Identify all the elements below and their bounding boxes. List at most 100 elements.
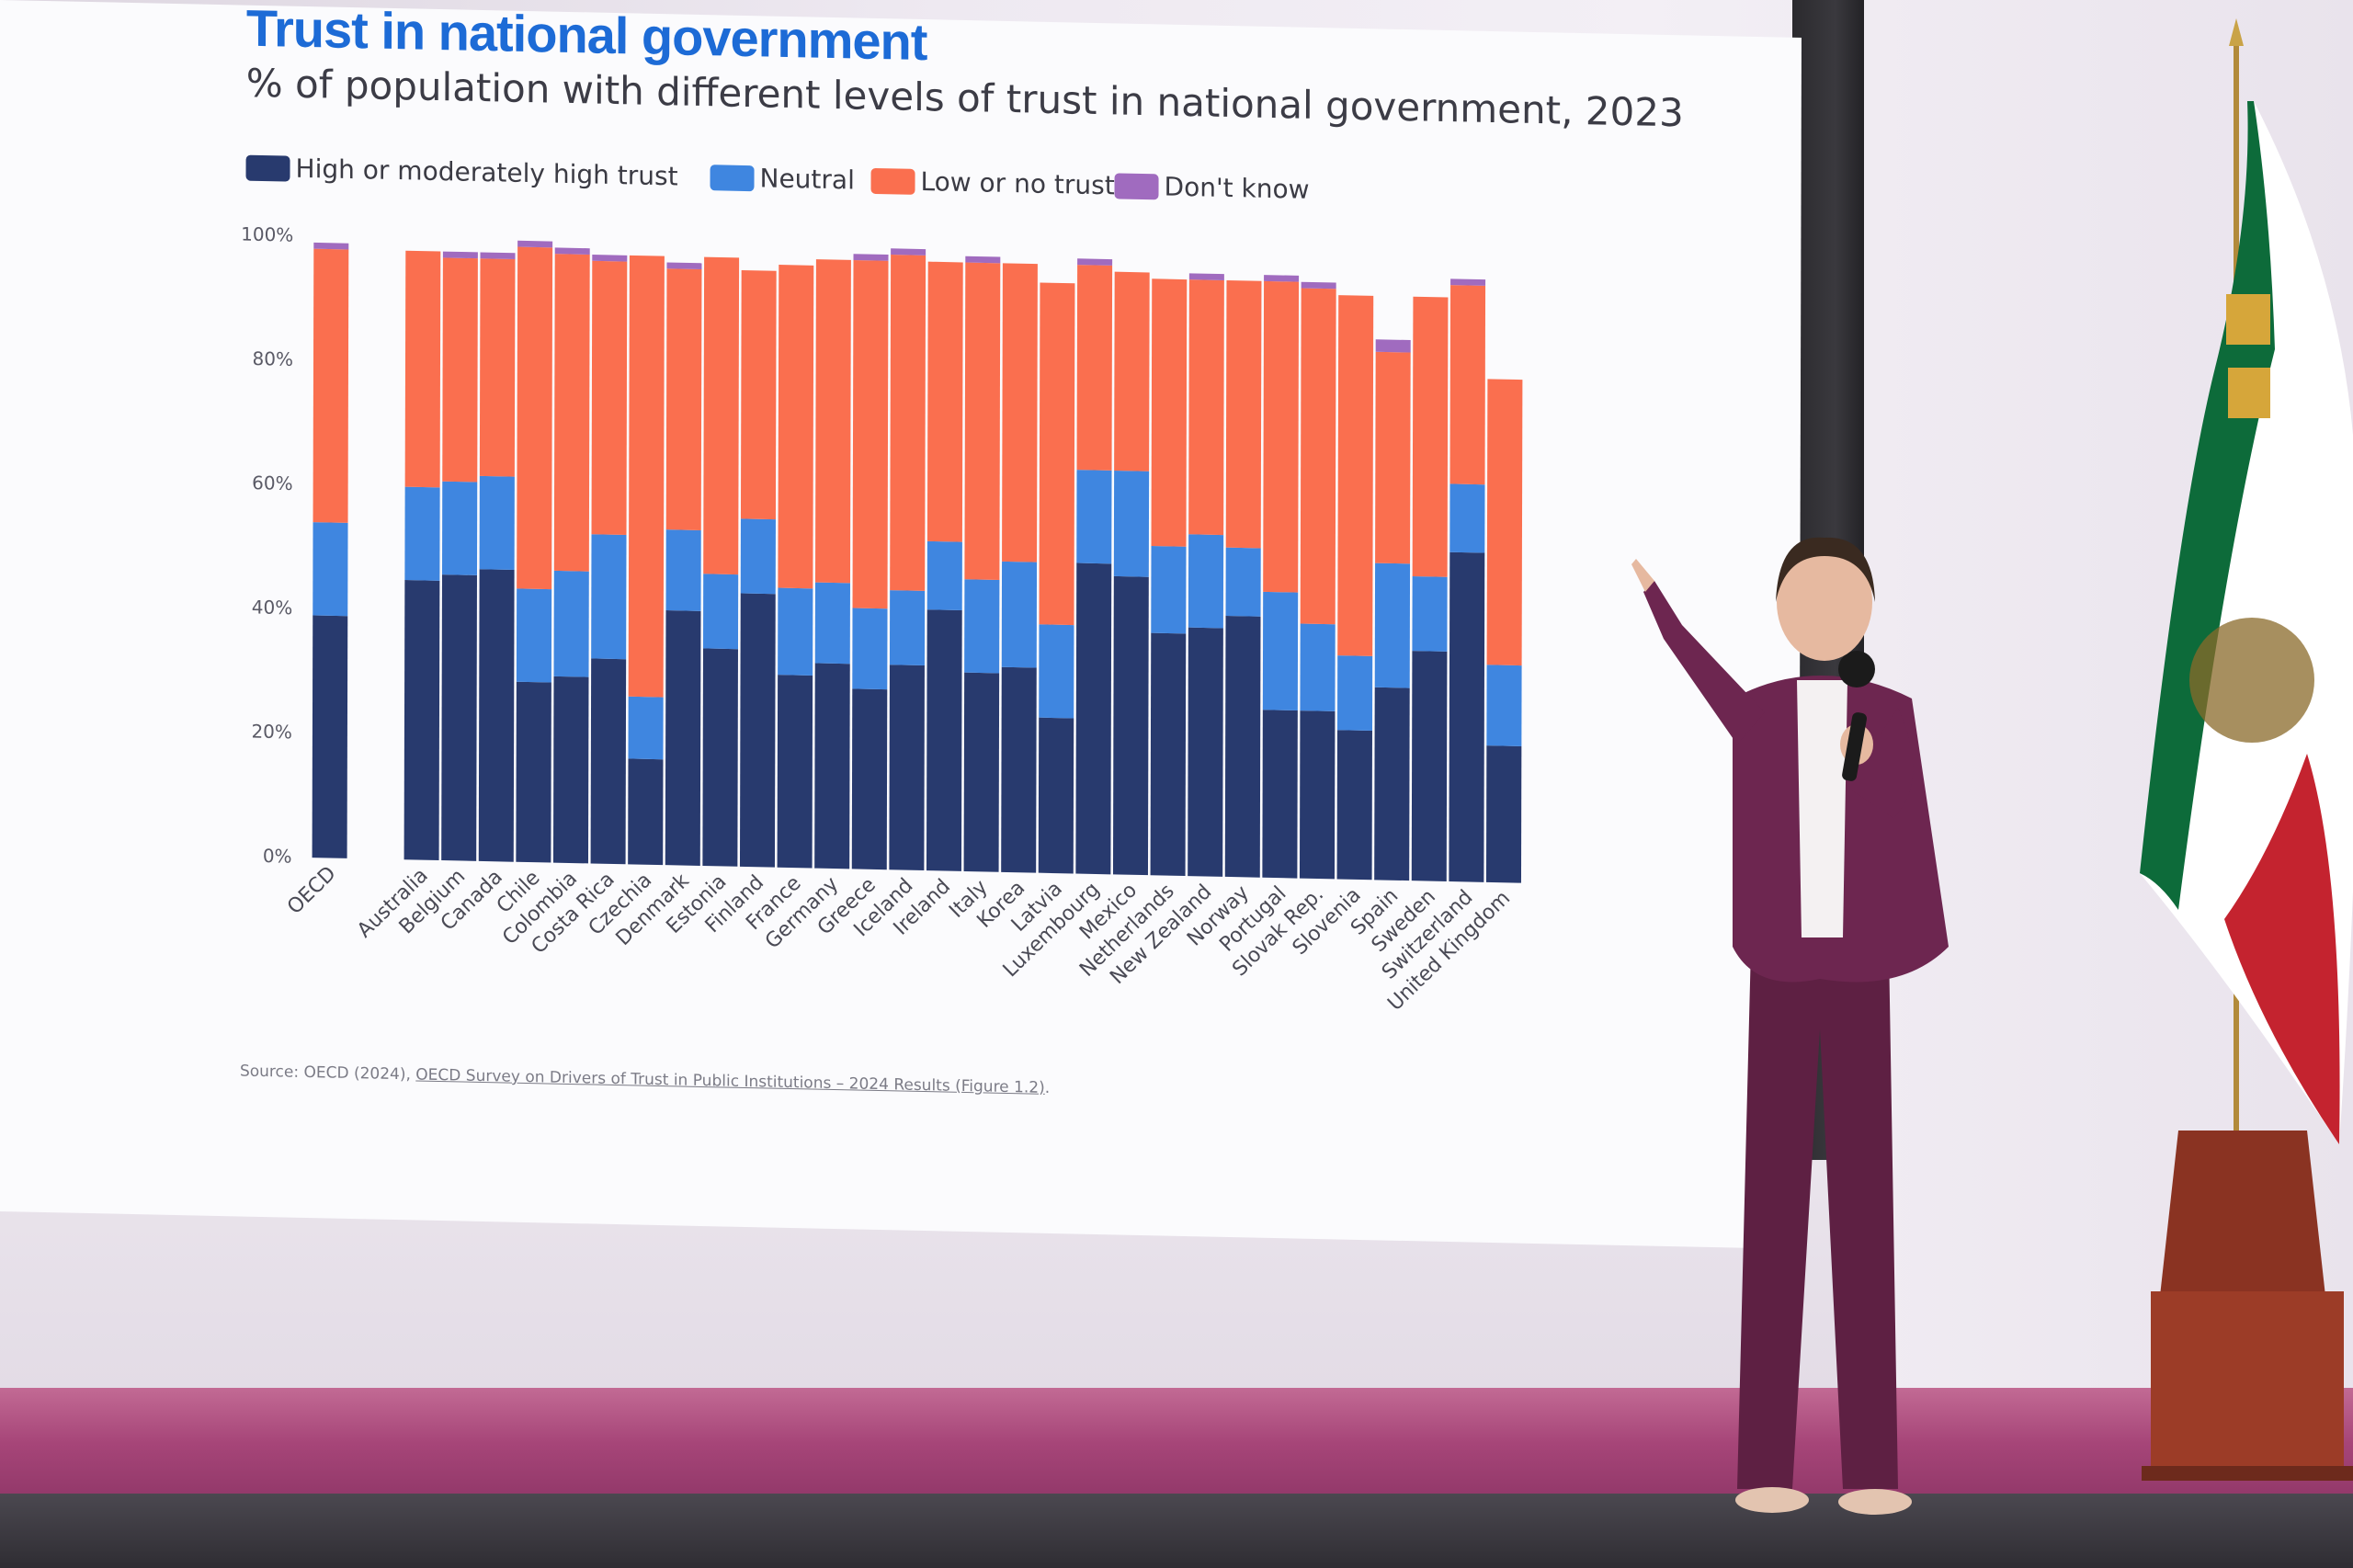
flag-tassel [2226, 294, 2270, 345]
legend-label-neutral: Neutral [759, 163, 855, 196]
legend-label-high-trust: High or moderately high trust [295, 153, 678, 192]
flag-pedestal-foot [2142, 1466, 2353, 1481]
projection-screen: Trust in national government % of popula… [0, 0, 1802, 1249]
slide-subtitle: % of population with different levels of… [245, 60, 1684, 136]
bar-segment-czechia-1 [628, 696, 664, 760]
bar-segment-france-0 [777, 675, 813, 869]
bar-segment-canada-0 [478, 569, 515, 862]
bar-segment-luxembourg-3 [1077, 258, 1113, 266]
bar-segment-sweden-1 [1412, 575, 1448, 652]
bar-segment-czechia-2 [628, 255, 665, 698]
presenter-shoe-left [1735, 1487, 1809, 1513]
bar-segment-australia-1 [404, 486, 440, 581]
bar-segment-greece-1 [852, 608, 888, 690]
bar-segment-slovenia-0 [1336, 730, 1372, 881]
legend-item-neutral: Neutral [710, 162, 855, 196]
bar-segment-spain-1 [1374, 562, 1411, 688]
bar-segment-sweden-0 [1411, 651, 1448, 881]
bar-segment-mexico-2 [1114, 271, 1150, 472]
bar-segment-australia-2 [404, 250, 441, 488]
bar-segment-australia-0 [404, 580, 440, 861]
bar-segment-italy-0 [963, 672, 1000, 872]
bar-segment-colombia-3 [554, 247, 590, 255]
bar-segment-colombia-1 [553, 570, 589, 677]
y-tick-label: 20% [251, 721, 292, 744]
bar-segment-portugal-1 [1262, 591, 1299, 711]
bar-segment-denmark-2 [665, 268, 702, 530]
legend-item-high-trust: High or moderately high trust [245, 153, 678, 192]
source-link[interactable]: OECD Survey on Drivers of Trust in Publi… [415, 1065, 1045, 1097]
bar-segment-switzerland-0 [1449, 551, 1485, 882]
bar-segment-chile-3 [517, 240, 553, 248]
y-tick-label: 0% [263, 845, 292, 868]
bar-segment-iceland-2 [890, 255, 926, 591]
bar-segment-luxembourg-0 [1075, 562, 1112, 875]
stage-band [0, 1388, 2353, 1512]
slide-title: Trust in national government [245, 0, 927, 72]
bar-segment-mexico-0 [1112, 575, 1149, 876]
bar-segment-norway-0 [1224, 616, 1261, 878]
bar-segment-costa-rica-0 [590, 658, 627, 865]
source-suffix: . [1044, 1078, 1051, 1097]
bar-segment-italy-2 [964, 262, 1001, 581]
bar-segment-france-1 [778, 587, 813, 676]
bar-segment-norway-2 [1225, 279, 1262, 549]
bar-segment-belgium-3 [442, 251, 478, 259]
presenter-trousers [1737, 947, 1898, 1489]
bar-segment-latvia-0 [1038, 717, 1074, 874]
bar-segment-slovak-rep--0 [1299, 710, 1336, 880]
legend-swatch-dont-know [1114, 173, 1159, 200]
bar-segment-luxembourg-1 [1076, 470, 1112, 564]
presenter-raised-arm [1643, 581, 1765, 744]
bar-segment-costa-rica-3 [592, 255, 628, 262]
bar-segment-norway-1 [1225, 547, 1261, 617]
bar-segment-united-kingdom-1 [1486, 665, 1522, 746]
chart-source-note: Source: OECD (2024), OECD Survey on Driv… [240, 1062, 1050, 1096]
flag-tassel-lower [2228, 368, 2270, 418]
bar-segment-estonia-0 [702, 648, 738, 867]
bar-segment-costa-rica-2 [591, 260, 628, 535]
bar-segment-italy-3 [965, 256, 1001, 264]
y-tick-label: 80% [253, 347, 294, 370]
bar-segment-denmark-3 [666, 262, 702, 270]
bar-segment-iceland-0 [889, 665, 925, 871]
flag-red-stripe [2224, 754, 2340, 1144]
microphone-head [1838, 651, 1875, 687]
bar-segment-colombia-0 [552, 676, 589, 864]
bar-segment-korea-0 [1001, 666, 1037, 873]
bar-segment-slovak-rep--2 [1300, 288, 1336, 625]
bar-segment-chile-0 [516, 681, 551, 863]
y-tick-label: 60% [252, 472, 293, 494]
bar-segment-switzerland-2 [1449, 285, 1486, 485]
flag-stand [2140, 18, 2353, 1481]
bar-segment-costa-rica-1 [591, 534, 627, 660]
legend-label-dont-know: Don't know [1164, 171, 1310, 205]
bar-segment-netherlands-0 [1150, 632, 1187, 877]
bar-segment-korea-1 [1001, 561, 1038, 668]
bar-segment-france-2 [778, 265, 814, 589]
bar-segment-switzerland-1 [1449, 483, 1485, 553]
bar-segment-greece-2 [852, 259, 889, 609]
bar-segment-netherlands-1 [1151, 545, 1187, 634]
bar-segment-finland-0 [739, 593, 776, 868]
bar-segment-canada-1 [479, 475, 515, 571]
bar-segment-ireland-0 [926, 609, 962, 871]
legend-item-dont-know: Don't know [1114, 170, 1310, 205]
bar-segment-iceland-1 [889, 590, 926, 665]
presenter-left-arm [1852, 708, 1914, 818]
bar-segment-netherlands-2 [1151, 278, 1188, 547]
bar-segment-germany-2 [814, 259, 851, 584]
bar-segment-denmark-1 [665, 529, 701, 611]
flag-pedestal-top [2160, 1131, 2325, 1296]
stacked-bar-chart: 0%20%40%60%80%100%OECD AustraliaBelgiumCa… [241, 222, 1523, 1016]
flag-coat-of-arms-icon [2189, 618, 2314, 743]
y-tick-label: 40% [252, 596, 293, 619]
bar-segment-spain-3 [1375, 339, 1411, 353]
bar-segment-ireland-1 [926, 540, 962, 611]
bar-segment-canada-2 [479, 258, 516, 477]
bar-segment-slovenia-2 [1337, 295, 1374, 656]
y-tick-label: 100% [241, 222, 293, 245]
bar-segment-latvia-2 [1039, 282, 1075, 626]
legend-swatch-low-trust [870, 167, 915, 195]
bar-segment-slovenia-1 [1336, 655, 1373, 732]
